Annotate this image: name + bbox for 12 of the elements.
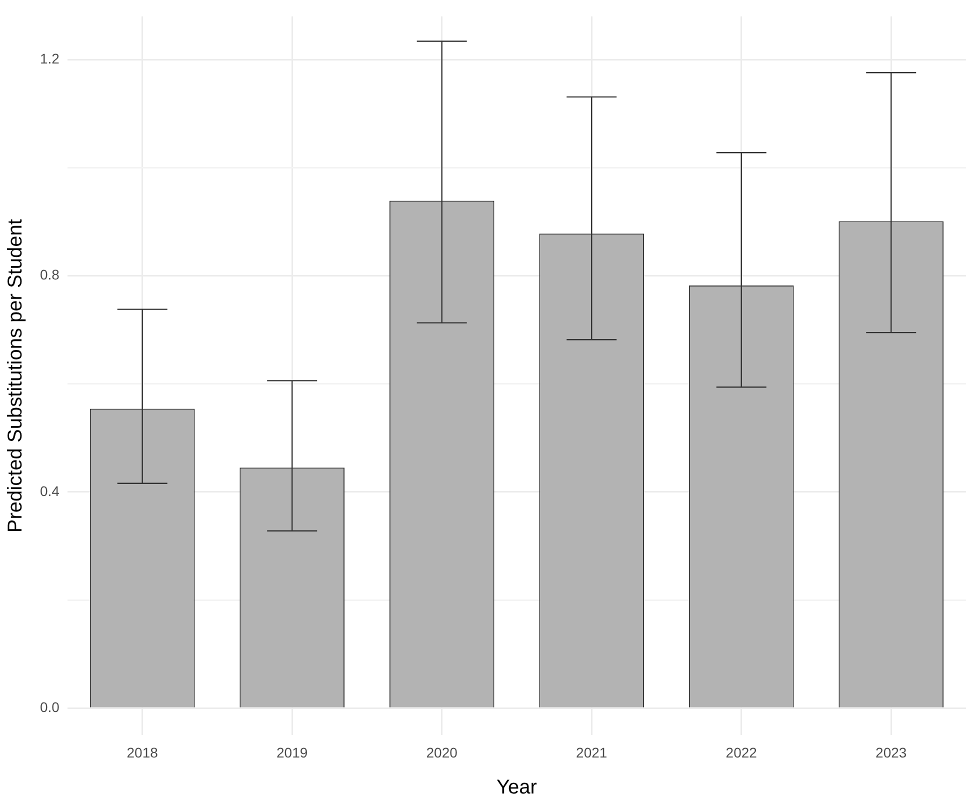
x-tick-label: 2023 [876, 744, 907, 760]
y-axis-title: Predicted Substitutions per Student [4, 218, 27, 533]
y-tick-label: 0.8 [40, 266, 60, 283]
x-tick-label: 2018 [126, 744, 158, 760]
x-tick-label: 2022 [726, 744, 758, 760]
y-tick-label: 0.4 [40, 482, 60, 499]
y-tick-label: 0.0 [40, 699, 60, 716]
x-axis-title: Year [496, 776, 538, 799]
x-tick-label: 2021 [576, 744, 608, 760]
x-tick-label: 2019 [276, 744, 308, 760]
x-tick-label: 2020 [426, 744, 458, 760]
y-tick-label: 1.2 [40, 50, 60, 66]
